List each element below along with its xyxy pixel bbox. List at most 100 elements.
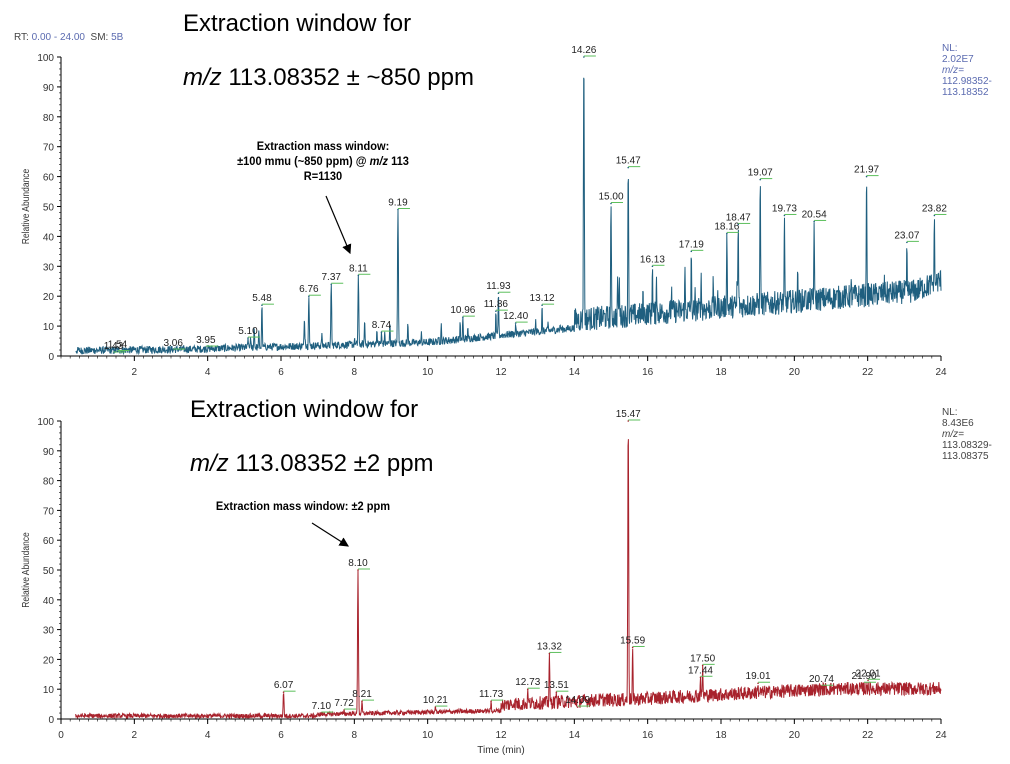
peak-point [172,349,174,351]
y-tick-label: 20 [43,292,55,303]
annotation-arrow-bottom [311,522,350,547]
peak-label: 14.09 [565,695,590,706]
y-tick-label: 40 [43,596,55,607]
peak-point [361,700,363,702]
bottom-nl-info: NL: 8.43E6 m/z= 113.08329- 113.08375 [942,407,992,462]
peak-point [651,265,654,268]
peak-point [933,214,936,217]
peak-label: 10.96 [450,305,475,316]
y-tick-label: 10 [43,685,55,696]
peak-label: 17.50 [690,653,715,664]
peak-label: 1.43 [104,341,124,352]
y-tick-label: 60 [43,536,55,547]
top-annotation-line2-suffix: 113 [388,154,409,168]
peak-point [555,691,558,693]
peak-label: 11.93 [486,281,511,292]
peak-point [320,712,323,714]
top-title-line2: m/z 113.08352 ± ~850 ppm [183,64,474,92]
x-tick-label: 20 [789,367,801,378]
peak-label: 12.73 [515,677,540,688]
x-tick-label: 24 [935,367,947,378]
top-nl-info: NL: 2.02E7 m/z= 112.98352- 113.18352 [942,43,992,98]
bottom-mz-range-2: 113.08375 [942,451,989,462]
x-tick-label: 12 [495,367,507,378]
top-annotation-line2: ±100 mmu (~850 ppm) @ m/z 113 [210,154,436,169]
y-tick-label: 100 [37,53,54,64]
x-tick-label: 2 [132,730,138,741]
x-tick-label: 18 [715,367,727,378]
x-tick-label: 14 [569,730,581,741]
bottom-title-mz-value: 113.08352 ±2 ppm [228,450,434,477]
peak-point [205,346,207,348]
bottom-nl-label: NL: [942,407,958,418]
peak-label: 7.10 [312,701,332,712]
peak-label: 12.40 [503,311,528,322]
peak-point [495,310,497,312]
peak-label: 11.73 [479,689,504,700]
bottom-mz-range-1: 113.08329- [942,440,992,451]
peak-point [867,679,869,682]
peak-label: 13.51 [544,680,569,691]
peak-point [737,223,740,226]
x-tick-label: 6 [278,730,284,741]
bottom-title-line1: Extraction window for [190,396,419,423]
top-mz-range-2: 113.18352 [942,87,989,98]
y-tick-label: 60 [43,173,55,184]
top-title-line1: Extraction window for [183,10,412,37]
top-mz-label: m/z= [942,65,964,76]
peak-label: 7.37 [321,272,341,283]
peak-point [699,676,702,679]
peak-point [343,709,345,711]
peak-point [462,316,464,318]
top-annotation-line2-mz: m/z [369,154,389,168]
peak-point [627,420,630,422]
peak-label: 5.10 [238,326,258,337]
peak-point [330,283,333,286]
x-tick-label: 4 [205,730,211,741]
peak-point [514,322,517,324]
top-annotation-line1: Extraction mass window: [256,139,390,153]
peak-label: 23.07 [894,230,919,241]
top-title-mz-value: 113.08352 ± ~850 ppm [221,64,474,91]
peak-label: 5.48 [252,293,272,304]
peak-point [282,691,285,693]
peak-point [247,337,249,339]
peak-point [820,685,823,688]
y-tick-label: 70 [43,506,55,517]
chromatogram-trace-bottom [75,439,942,720]
peak-point [261,304,263,306]
peak-label: 17.19 [679,239,704,250]
y-tick-label: 80 [43,477,55,488]
peak-label: 19.01 [746,671,771,682]
peak-point [701,664,704,667]
y-tick-label: 0 [48,715,54,726]
top-annotation-line3: R=1130 [303,169,343,183]
peak-point [627,166,630,169]
peak-label: 15.59 [620,635,645,646]
x-tick-label: 22 [862,367,874,378]
top-annotation: Extraction mass window: ±100 mmu (~850 p… [210,139,436,184]
bottom-title-line2: m/z 113.08352 ±2 ppm [190,450,434,478]
peak-label: 19.73 [772,203,797,214]
peak-label: 3.06 [163,338,183,349]
peak-point [783,214,786,217]
x-tick-label: 12 [495,730,507,741]
peak-label: 10.21 [423,695,448,706]
peak-label: 19.07 [748,168,773,179]
peak-label: 15.47 [616,156,641,167]
x-tick-label: 24 [935,730,947,741]
peak-label: 8.10 [348,558,368,569]
peak-point [541,304,543,306]
y-tick-label: 90 [43,447,55,458]
peak-label: 9.19 [388,197,408,208]
x-tick-label: 20 [789,730,801,741]
top-mz-range-1: 112.98352- [942,76,992,87]
peak-point [865,175,868,178]
bottom-title-mz: m/z [190,450,229,477]
top-nl-value: 2.02E7 [942,54,974,65]
peak-point [813,220,815,223]
y-tick-label: 40 [43,232,55,243]
peak-label: 22.01 [856,668,881,679]
